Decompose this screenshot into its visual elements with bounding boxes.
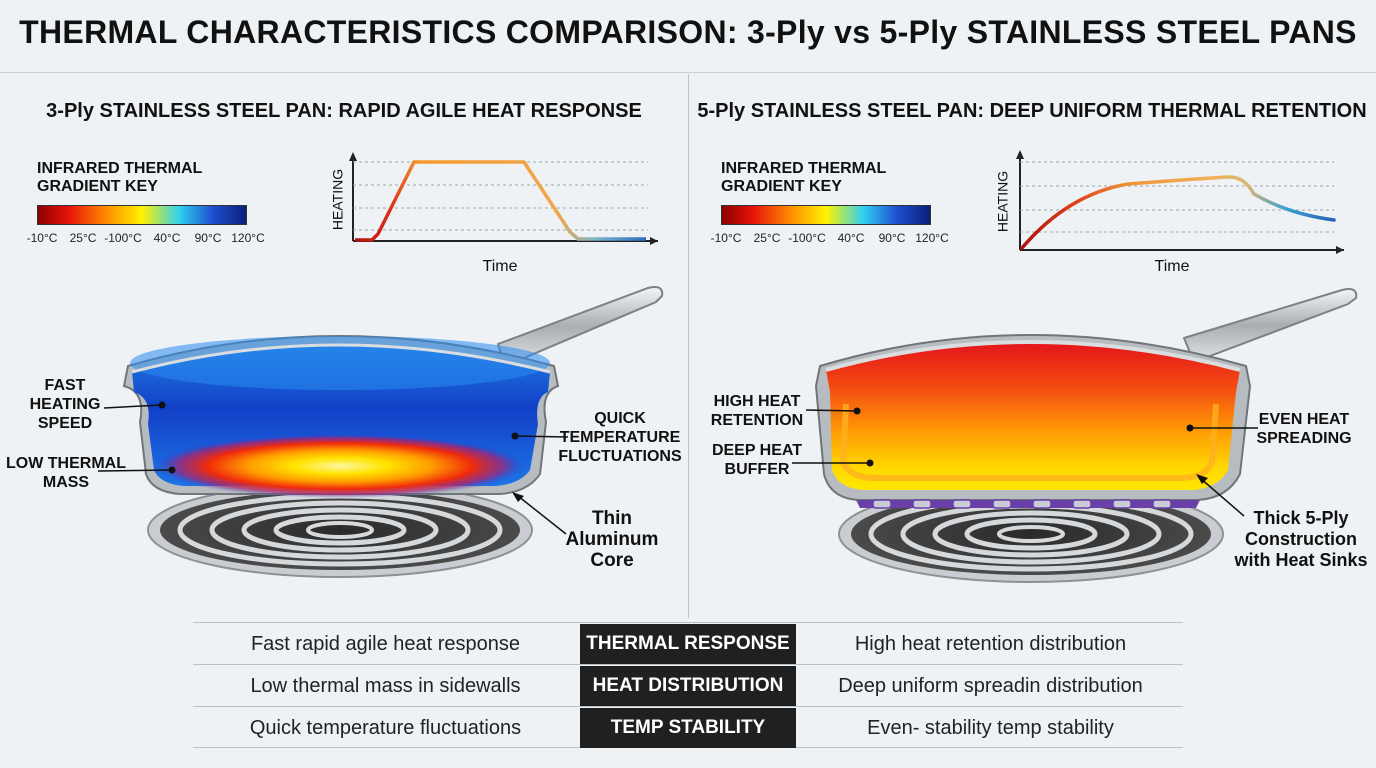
label-fast-heating-speed: FAST HEATING SPEED <box>29 377 101 432</box>
table-cell-5ply: Deep uniform spreadin distribution <box>838 675 1143 697</box>
label-low-thermal-mass: LOW THERMAL MASS <box>6 455 126 491</box>
key-tick: 25°C <box>69 231 97 245</box>
key-tick: -10°C <box>710 231 742 245</box>
key-tick: 90°C <box>194 231 222 245</box>
panel-5ply-heading: 5-Ply STAINLESS STEEL PAN: DEEP UNIFORM … <box>697 100 1367 122</box>
label-even-heat-spreading: EVEN HEAT SPREADING <box>1256 411 1352 447</box>
title-divider <box>0 72 1376 73</box>
pan-handle-5ply <box>1182 288 1358 364</box>
label-quick-temperature-fluctuations: QUICK TEMPERATURE FLUCTUATIONS <box>558 410 682 465</box>
pan-5ply <box>814 334 1252 509</box>
panel-3ply-heading: 3-Ply STAINLESS STEEL PAN: RAPID AGILE H… <box>46 100 642 122</box>
gradient-key-bar <box>37 205 247 225</box>
panel-5ply: 5-Ply STAINLESS STEEL PAN: DEEP UNIFORM … <box>688 74 1376 618</box>
key-tick: 120°C <box>231 231 265 245</box>
heating-graph-3ply <box>349 152 658 245</box>
label-deep-heat-buffer: DEEP HEAT BUFFER <box>711 442 803 478</box>
gradient-key-bar <box>721 205 931 225</box>
panel-3ply-drawing <box>97 152 664 578</box>
label-thin-aluminum-core: Thin Aluminum Core <box>565 508 659 571</box>
leaders-3ply <box>97 404 569 535</box>
comparison-table: Fast rapid agile heat response THERMAL R… <box>193 622 1183 748</box>
table-row-label: HEAT DISTRIBUTION <box>580 666 796 706</box>
key-tick: 120°C <box>915 231 949 245</box>
table-row: Quick temperature fluctuations TEMP STAB… <box>193 706 1183 748</box>
pan-3ply <box>122 335 560 498</box>
panel-5ply-drawing <box>792 150 1358 583</box>
key-tick: -10°C <box>26 231 58 245</box>
table-cell-3ply: Fast rapid agile heat response <box>250 633 521 655</box>
gradient-key-ticks: -10°C 25°C -100°C 40°C 90°C 120°C <box>711 231 961 247</box>
table-cell-5ply: High heat retention distribution <box>854 633 1127 655</box>
gradient-key-ticks: -10°C 25°C -100°C 40°C 90°C 120°C <box>27 231 277 247</box>
gradient-key-title: INFRARED THERMAL GRADIENT KEY <box>721 160 887 195</box>
center-divider <box>688 74 689 618</box>
key-tick: -100°C <box>104 231 142 245</box>
gradient-key-title: INFRARED THERMAL GRADIENT KEY <box>37 160 203 195</box>
page-title: THERMAL CHARACTERISTICS COMPARISON: 3-Pl… <box>19 14 1357 50</box>
key-tick: 40°C <box>153 231 181 245</box>
label-high-heat-retention: HIGH HEAT RETENTION <box>710 393 804 429</box>
table-row: Fast rapid agile heat response THERMAL R… <box>193 622 1183 664</box>
table-cell-5ply: Even- stability temp stability <box>867 717 1114 739</box>
label-thick-5ply-construction: Thick 5-Ply Construction with Heat Sinks <box>1234 508 1368 570</box>
graph-ylabel-5ply: HEATING <box>994 170 1011 233</box>
key-tick: 90°C <box>878 231 906 245</box>
pan-handle-3ply <box>496 286 664 368</box>
panel-3ply: 3-Ply STAINLESS STEEL PAN: RAPID AGILE H… <box>0 74 688 618</box>
graph-ylabel-3ply: HEATING <box>329 168 346 231</box>
table-cell-3ply: Low thermal mass in sidewalls <box>250 675 521 697</box>
gradient-key-5ply: INFRARED THERMAL GRADIENT KEY -10°C 25°C… <box>711 160 961 247</box>
graph-xlabel-3ply: Time <box>482 258 518 275</box>
table-row-label: THERMAL RESPONSE <box>580 624 796 664</box>
table-row-label: TEMP STABILITY <box>580 708 796 748</box>
leaders-5ply <box>792 409 1258 517</box>
heating-graph-5ply <box>1016 150 1344 254</box>
gradient-key-3ply: INFRARED THERMAL GRADIENT KEY -10°C 25°C… <box>27 160 277 247</box>
graph-xlabel-5ply: Time <box>1154 258 1190 275</box>
table-row: Low thermal mass in sidewalls HEAT DISTR… <box>193 664 1183 706</box>
key-tick: -100°C <box>788 231 826 245</box>
key-tick: 40°C <box>837 231 865 245</box>
key-tick: 25°C <box>753 231 781 245</box>
table-cell-3ply: Quick temperature fluctuations <box>249 717 522 739</box>
